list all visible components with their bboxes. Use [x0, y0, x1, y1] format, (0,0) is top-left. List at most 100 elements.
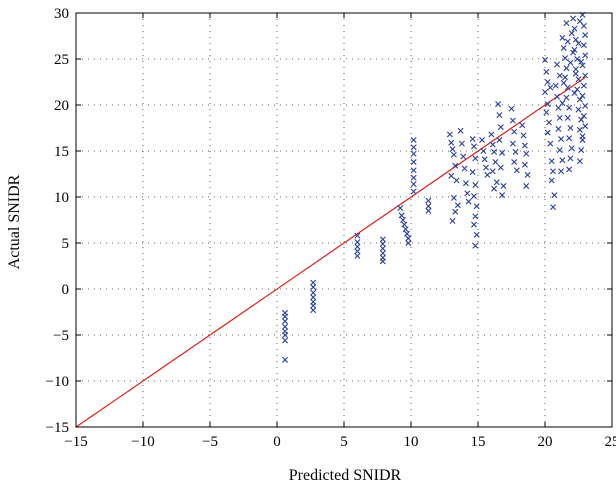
- x-tick-label: −10: [131, 434, 154, 450]
- data-point: [556, 72, 563, 79]
- data-point: [379, 240, 386, 247]
- data-point: [551, 192, 558, 199]
- data-point: [521, 142, 528, 149]
- x-tick-label: 10: [404, 434, 419, 450]
- data-point: [580, 113, 587, 120]
- data-point: [354, 239, 361, 246]
- data-point: [379, 236, 386, 243]
- data-point: [282, 323, 289, 330]
- data-point: [469, 169, 476, 176]
- data-point: [489, 168, 496, 175]
- data-point: [499, 149, 506, 156]
- data-point: [452, 162, 459, 169]
- y-tick-label: 25: [54, 52, 69, 68]
- data-point: [566, 166, 573, 173]
- data-point: [564, 38, 571, 45]
- data-point: [509, 117, 516, 124]
- data-point: [574, 56, 581, 62]
- data-point: [457, 127, 464, 134]
- data-point: [578, 58, 585, 65]
- data-point: [562, 55, 569, 62]
- data-point: [405, 235, 412, 242]
- data-point: [354, 232, 361, 239]
- data-point: [556, 147, 563, 154]
- data-point: [554, 61, 561, 68]
- data-point: [462, 180, 469, 187]
- data-point: [454, 202, 461, 209]
- data-point: [521, 161, 528, 168]
- data-point: [552, 82, 559, 89]
- data-point: [410, 188, 417, 195]
- y-tick-label: 10: [54, 190, 69, 206]
- data-point: [446, 131, 453, 138]
- y-tick-label: −10: [46, 374, 69, 390]
- data-point: [563, 65, 570, 72]
- grid: [76, 13, 612, 427]
- data-point: [496, 112, 503, 119]
- data-point: [571, 25, 578, 32]
- data-point: [488, 131, 495, 138]
- y-tick-label: 20: [54, 98, 69, 114]
- data-point: [479, 136, 486, 143]
- data-point: [450, 194, 457, 201]
- data-point: [496, 136, 503, 143]
- data-point: [566, 104, 573, 111]
- fit-line: [75, 76, 586, 428]
- fit-line-layer: [75, 76, 586, 428]
- data-point: [511, 159, 518, 166]
- data-point: [582, 123, 589, 130]
- data-point: [542, 56, 548, 63]
- data-point: [425, 197, 432, 204]
- data-point: [401, 221, 408, 228]
- data-point: [575, 106, 582, 113]
- data-point: [465, 198, 472, 205]
- data-point: [448, 172, 455, 179]
- data-point: [556, 114, 563, 121]
- data-point: [282, 332, 289, 338]
- data-point: [576, 18, 583, 25]
- data-point: [566, 135, 573, 142]
- y-tick-label: 30: [54, 6, 69, 22]
- data-point: [524, 171, 531, 178]
- data-point: [579, 133, 586, 140]
- data-points: [282, 11, 589, 363]
- data-point: [491, 185, 498, 192]
- data-point: [469, 136, 476, 143]
- data-point: [379, 258, 386, 265]
- data-point: [483, 164, 490, 171]
- data-point: [567, 125, 574, 131]
- data-point: [544, 101, 551, 108]
- data-point: [548, 158, 555, 165]
- data-point: [575, 76, 582, 83]
- data-point: [450, 151, 457, 158]
- data-point: [480, 148, 487, 154]
- x-tick-label: −5: [202, 434, 218, 450]
- data-point: [410, 174, 417, 181]
- x-tick-label: 0: [273, 434, 281, 450]
- data-point: [523, 182, 530, 189]
- data-point: [512, 148, 519, 155]
- data-point: [310, 279, 317, 286]
- data-point: [310, 289, 317, 296]
- data-point: [562, 74, 569, 81]
- data-point: [449, 217, 456, 224]
- data-point: [410, 136, 417, 143]
- data-point: [563, 20, 570, 27]
- data-point: [559, 34, 566, 41]
- data-point: [397, 205, 404, 212]
- y-tick-label: 15: [54, 144, 69, 160]
- data-point: [500, 182, 507, 189]
- data-point: [554, 93, 561, 100]
- x-tick-label: −15: [64, 434, 87, 450]
- data-point: [484, 171, 491, 178]
- data-point: [425, 203, 432, 210]
- data-point: [574, 86, 581, 93]
- data-point: [520, 132, 527, 139]
- data-point: [310, 294, 317, 301]
- data-point: [491, 148, 498, 155]
- data-point: [559, 157, 566, 164]
- data-point: [410, 144, 417, 151]
- data-point: [563, 94, 570, 101]
